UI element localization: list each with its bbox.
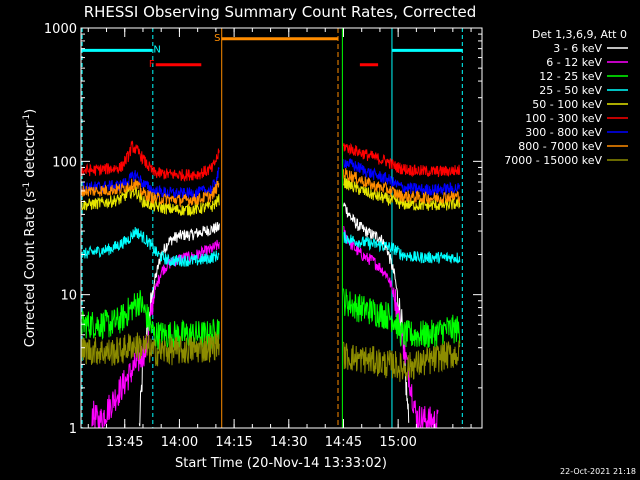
- series-line: [343, 142, 461, 178]
- plot-frame: [80, 27, 483, 429]
- legend-entry-label: 6 - 12 keV: [546, 56, 602, 69]
- y-axis-label-part: ): [23, 109, 38, 114]
- series-line: [80, 290, 220, 350]
- legend-entry-label: 800 - 7000 keV: [518, 140, 602, 153]
- series-line: [343, 202, 410, 423]
- x-tick-label: 14:00: [161, 435, 198, 450]
- y-axis-label-sup: -1: [22, 182, 32, 191]
- legend-title: Det 1,3,6,9, Att 0: [532, 28, 627, 41]
- series-line: [343, 288, 461, 348]
- series-line: [80, 185, 220, 217]
- series-line: [91, 239, 220, 430]
- plot-area: NF S: [80, 28, 463, 430]
- legend-entry-label: 300 - 800 keV: [525, 126, 602, 139]
- series-line: [343, 168, 461, 205]
- series-line: [138, 222, 220, 427]
- footer-date: 22-Oct-2021 21:18: [560, 467, 636, 476]
- flag-label: F: [149, 59, 155, 70]
- axis-ticks: 1 10 100 1000 13:45 14:00 14:15 14:30 14:45 15:00: [44, 22, 482, 450]
- legend-entry-label: 25 - 50 keV: [539, 84, 602, 97]
- y-axis-label-part: Corrected Count Rate (s: [23, 191, 38, 348]
- series-line: [80, 178, 220, 208]
- x-tick-label: 13:45: [106, 435, 143, 450]
- x-tick-label: 14:30: [270, 435, 307, 450]
- series-line: [343, 158, 461, 197]
- flag-label: N: [153, 44, 160, 55]
- y-tick-label: 10: [60, 289, 77, 304]
- y-axis-label-sup: -1: [22, 114, 32, 123]
- x-tick-label: 14:45: [325, 435, 362, 450]
- series-line: [80, 140, 220, 182]
- series-line: [343, 340, 461, 382]
- legend-entry-label: 3 - 6 keV: [553, 42, 602, 55]
- y-axis-label-part: detector: [23, 122, 38, 182]
- series-line: [80, 227, 220, 267]
- y-axis-label: Corrected Count Rate (s-1 detector-1): [22, 109, 38, 347]
- flag-label: S: [214, 33, 220, 44]
- y-tick-label: 1000: [44, 22, 77, 37]
- legend-entry-label: 7000 - 15000 keV: [504, 154, 602, 167]
- legend-entry-label: 50 - 100 keV: [532, 98, 602, 111]
- y-tick-label: 1: [69, 422, 77, 437]
- series-line: [343, 231, 461, 264]
- x-axis-label: Start Time (20-Nov-14 13:33:02): [175, 456, 387, 471]
- x-tick-label: 15:00: [379, 435, 416, 450]
- legend-entry-label: 100 - 300 keV: [525, 112, 602, 125]
- chart-title: RHESSI Observing Summary Count Rates, Co…: [84, 3, 477, 21]
- series-line: [343, 225, 439, 429]
- legend-entry-label: 12 - 25 keV: [539, 70, 602, 83]
- x-tick-label: 14:15: [215, 435, 252, 450]
- series-line: [80, 331, 220, 367]
- y-tick-label: 100: [52, 155, 77, 170]
